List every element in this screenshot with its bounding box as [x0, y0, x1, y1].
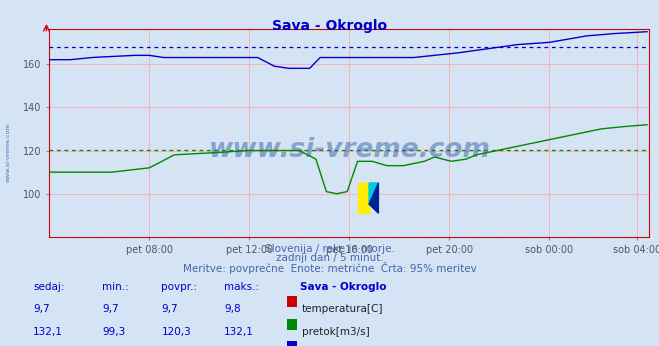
- Text: 9,7: 9,7: [33, 304, 49, 315]
- Text: zadnji dan / 5 minut.: zadnji dan / 5 minut.: [275, 253, 384, 263]
- Text: min.:: min.:: [102, 282, 129, 292]
- Text: 9,8: 9,8: [224, 304, 241, 315]
- Text: maks.:: maks.:: [224, 282, 259, 292]
- Text: povpr.:: povpr.:: [161, 282, 198, 292]
- Text: temperatura[C]: temperatura[C]: [302, 304, 384, 315]
- Text: 9,7: 9,7: [102, 304, 119, 315]
- Text: 132,1: 132,1: [33, 327, 63, 337]
- Text: Sava - Okroglo: Sava - Okroglo: [272, 19, 387, 33]
- Text: 9,7: 9,7: [161, 304, 178, 315]
- Bar: [358, 183, 369, 213]
- Text: Slovenija / reke in morje.: Slovenija / reke in morje.: [264, 244, 395, 254]
- Text: sedaj:: sedaj:: [33, 282, 65, 292]
- Text: www.si-vreme.com: www.si-vreme.com: [5, 122, 11, 182]
- Polygon shape: [369, 183, 378, 213]
- Text: 120,3: 120,3: [161, 327, 191, 337]
- Polygon shape: [369, 183, 378, 204]
- Text: 99,3: 99,3: [102, 327, 125, 337]
- Text: Meritve: povprečne  Enote: metrične  Črta: 95% meritev: Meritve: povprečne Enote: metrične Črta:…: [183, 262, 476, 274]
- Text: 132,1: 132,1: [224, 327, 254, 337]
- Text: Sava - Okroglo: Sava - Okroglo: [300, 282, 386, 292]
- Text: www.si-vreme.com: www.si-vreme.com: [208, 137, 490, 163]
- Text: pretok[m3/s]: pretok[m3/s]: [302, 327, 370, 337]
